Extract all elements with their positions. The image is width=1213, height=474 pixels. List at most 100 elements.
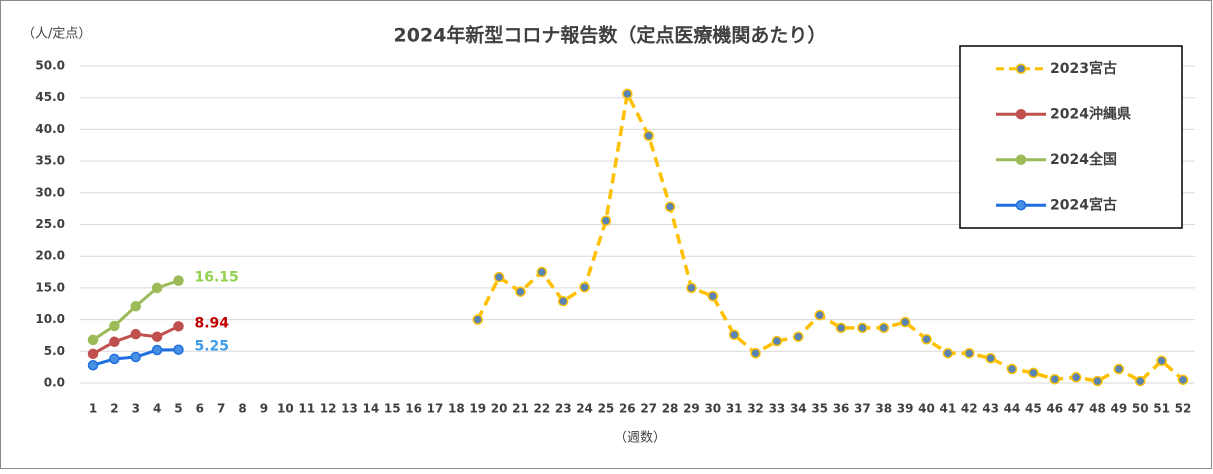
x-tick-label: 51 <box>1153 402 1170 416</box>
data-point <box>173 321 184 332</box>
series-line <box>476 88 1185 384</box>
x-tick-label: 35 <box>811 402 828 416</box>
data-point <box>109 336 120 348</box>
x-tick-label: 29 <box>683 402 700 416</box>
data-point <box>493 271 505 283</box>
x-tick-label: 31 <box>726 402 743 416</box>
data-point <box>515 286 526 297</box>
data-point <box>1049 373 1061 385</box>
x-tick-label: 7 <box>217 402 225 416</box>
x-tick-label: 16 <box>405 402 422 416</box>
x-tick-label: 19 <box>469 402 486 416</box>
legend-label: 2024沖縄県 <box>1050 105 1131 122</box>
x-tick-label: 1 <box>89 402 97 416</box>
data-point <box>942 347 954 359</box>
data-point <box>557 295 569 307</box>
x-tick-label: 5 <box>174 402 182 416</box>
data-point <box>1070 372 1082 383</box>
data-point <box>643 130 654 141</box>
x-tick-label: 32 <box>747 402 764 416</box>
x-tick-label: 48 <box>1089 402 1106 416</box>
data-point <box>814 309 825 321</box>
legend-marker <box>1015 154 1027 165</box>
x-tick-label: 4 <box>153 402 161 416</box>
y-tick-label: 30.0 <box>35 185 65 199</box>
x-tick-label: 40 <box>918 402 935 416</box>
y-tick-label: 50.0 <box>35 59 65 73</box>
legend-label: 2023宮古 <box>1050 60 1117 77</box>
y-tick-label: 5.0 <box>44 344 65 358</box>
x-tick-label: 26 <box>619 402 636 416</box>
data-point <box>1135 375 1146 387</box>
x-tick-label: 33 <box>769 402 786 416</box>
data-point <box>835 322 847 334</box>
x-tick-label: 45 <box>1025 402 1042 416</box>
data-point <box>728 329 740 341</box>
legend-box <box>959 45 1183 229</box>
data-point <box>579 282 590 293</box>
data-point <box>750 347 761 359</box>
data-point <box>173 344 184 355</box>
x-axis-label: （週数） <box>614 431 666 446</box>
legend-marker <box>1015 63 1027 74</box>
x-tick-label: 44 <box>1004 402 1021 416</box>
x-tick-label: 21 <box>512 402 529 416</box>
x-tick-label: 49 <box>1111 402 1128 416</box>
x-tick-label: 39 <box>897 402 914 416</box>
data-point <box>878 322 890 334</box>
data-label: 5.25 <box>194 339 229 355</box>
data-point <box>151 344 163 356</box>
x-tick-label: 14 <box>362 402 379 416</box>
x-tick-label: 11 <box>298 402 315 416</box>
data-point <box>686 282 697 294</box>
y-tick-label: 40.0 <box>35 122 65 136</box>
data-point <box>109 320 120 332</box>
x-tick-label: 41 <box>940 402 957 416</box>
x-tick-label: 15 <box>384 402 401 416</box>
data-point <box>600 215 612 226</box>
y-tick-label: 0.0 <box>44 376 65 390</box>
x-tick-label: 9 <box>260 402 268 416</box>
legend-label: 2024全国 <box>1050 151 1117 168</box>
data-point <box>793 331 804 342</box>
data-point <box>87 359 99 371</box>
legend-marker <box>1015 200 1027 211</box>
data-point <box>707 290 719 302</box>
x-tick-label: 13 <box>341 402 358 416</box>
y-tick-label: 20.0 <box>35 249 65 263</box>
data-point <box>1156 355 1167 367</box>
y-tick-label: 35.0 <box>35 154 65 168</box>
y-tick-label: 15.0 <box>35 280 65 294</box>
y-tick-label: 45.0 <box>35 90 65 104</box>
data-point <box>1092 375 1103 387</box>
x-tick-label: 3 <box>132 402 140 416</box>
x-tick-label: 46 <box>1046 402 1063 416</box>
chart-title: 2024年新型コロナ報告数（定点医療機関あたり） <box>394 24 827 47</box>
data-point <box>87 334 99 346</box>
x-tick-label: 6 <box>196 402 204 416</box>
x-tick-label: 10 <box>277 402 294 416</box>
legend-marker <box>1015 109 1027 120</box>
data-point <box>173 275 184 286</box>
x-tick-label: 8 <box>238 402 246 416</box>
data-point <box>664 201 676 212</box>
data-point <box>130 328 141 340</box>
x-tick-label: 36 <box>833 402 850 416</box>
data-point <box>109 353 120 365</box>
data-point <box>151 331 163 342</box>
data-point <box>130 351 141 363</box>
data-point <box>985 353 996 364</box>
x-tick-label: 2 <box>110 402 118 416</box>
x-tick-label: 34 <box>790 402 807 416</box>
y-tick-label: 25.0 <box>35 217 65 231</box>
x-tick-label: 17 <box>427 402 444 416</box>
x-tick-label: 52 <box>1175 402 1192 416</box>
x-tick-label: 22 <box>533 402 550 416</box>
data-point <box>87 348 99 360</box>
x-tick-label: 12 <box>320 402 337 416</box>
x-tick-label: 20 <box>491 402 508 416</box>
x-tick-label: 47 <box>1068 402 1085 416</box>
legend-label: 2024宮古 <box>1050 196 1117 213</box>
data-point <box>1177 374 1189 386</box>
